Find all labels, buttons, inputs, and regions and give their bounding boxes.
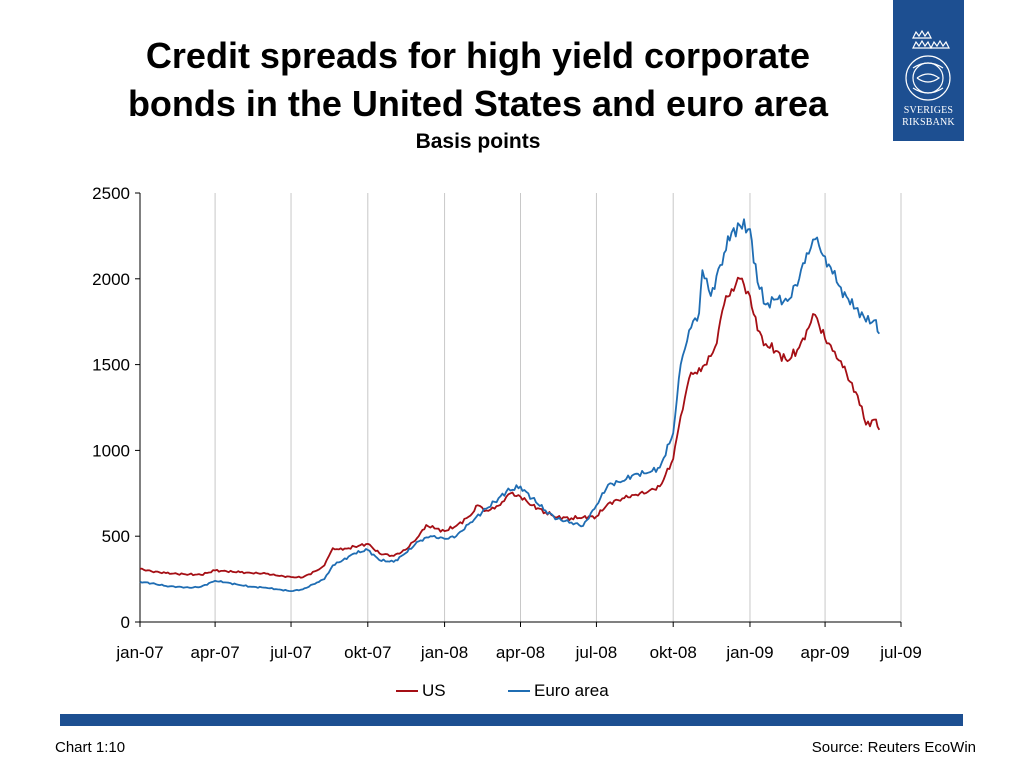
y-tick-label: 1500 — [92, 356, 130, 375]
logo-line-1: SVERIGES — [903, 105, 954, 116]
series-line-us — [139, 276, 881, 579]
x-tick-label: apr-07 — [191, 643, 240, 662]
x-tick-label: jan-09 — [725, 643, 773, 662]
x-tick-label: jan-08 — [420, 643, 468, 662]
x-tick-label: jul-07 — [269, 643, 312, 662]
riksbank-crest-icon — [905, 29, 951, 101]
chart-source: Source: Reuters EcoWin — [811, 739, 976, 756]
chart-subtitle: Basis points — [415, 130, 541, 153]
riksbank-logo: SVERIGES RIKSBANK — [893, 0, 964, 141]
y-tick-label: 1000 — [92, 441, 130, 460]
legend-label-us: US — [422, 681, 446, 700]
y-tick-label: 2000 — [92, 270, 130, 289]
y-tick-label: 2500 — [92, 184, 130, 203]
x-tick-label: okt-07 — [344, 643, 391, 662]
title-line-2: bonds in the United States and euro area — [127, 83, 829, 124]
page-title: Credit spreads for high yield corporate … — [40, 32, 916, 128]
x-tick-label: apr-09 — [800, 643, 849, 662]
x-tick-label: jul-08 — [575, 643, 618, 662]
legend-item-euro-area: Euro area — [508, 680, 609, 702]
title-line-1: Credit spreads for high yield corporate — [145, 35, 811, 76]
x-tick-label: jul-09 — [879, 643, 922, 662]
x-tick-label: jan-07 — [115, 643, 163, 662]
x-tick-label: okt-08 — [650, 643, 697, 662]
legend-swatch-euro-area — [508, 690, 530, 692]
legend-label-euro-area: Euro area — [534, 681, 609, 700]
chart-number: Chart 1:10 — [55, 739, 126, 756]
chart-legend: US Euro area — [0, 680, 1024, 702]
y-tick-label: 500 — [102, 527, 130, 546]
line-chart: 0 500 1000 1500 2000 2500 jan-07 apr-07 jul-07 ok… — [92, 184, 922, 662]
legend-item-us: US — [396, 680, 446, 702]
legend-swatch-us — [396, 690, 418, 692]
x-tick-label: apr-08 — [496, 643, 545, 662]
y-tick-label: 0 — [121, 613, 130, 632]
series-line-euro-area — [139, 218, 880, 592]
logo-line-2: RIKSBANK — [902, 117, 955, 128]
footer-bar — [60, 714, 963, 726]
